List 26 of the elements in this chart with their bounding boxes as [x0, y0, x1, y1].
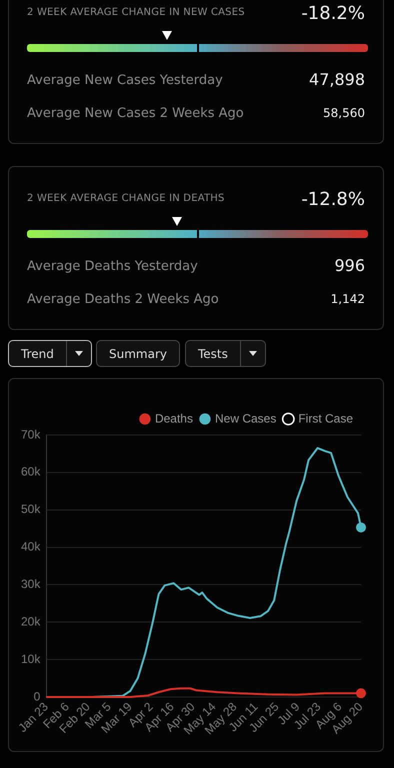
- text: 996: [334, 256, 365, 275]
- y-tick-label: 50k: [20, 502, 42, 516]
- legend-label: Deaths: [154, 411, 193, 426]
- y-tick-label: 70k: [20, 427, 42, 442]
- text: Average New Cases Yesterday: [27, 73, 223, 88]
- text: 1,142: [330, 292, 365, 306]
- y-tick-label: 30k: [20, 577, 42, 592]
- y-tick-label: 10k: [20, 652, 42, 666]
- text: Summary: [108, 346, 168, 360]
- y-tick-label: 40k: [20, 540, 42, 554]
- legend-label: First Case: [298, 411, 354, 426]
- text: Average Deaths Yesterday: [27, 259, 198, 274]
- text: Average Deaths 2 Weeks Ago: [27, 292, 219, 307]
- text: -18.2%: [301, 3, 365, 24]
- y-tick-label: 0: [34, 689, 41, 704]
- text: 2 WEEK AVERAGE CHANGE IN DEATHS: [27, 193, 225, 204]
- text: Tests: [197, 346, 229, 360]
- y-tick-label: 20k: [20, 614, 42, 628]
- text: -12.8%: [301, 189, 365, 210]
- y-tick-label: 60k: [20, 464, 42, 479]
- text: Trend: [20, 346, 55, 360]
- text: Average New Cases 2 Weeks Ago: [27, 106, 244, 121]
- text: 2 WEEK AVERAGE CHANGE IN NEW CASES: [27, 7, 245, 18]
- text: 47,898: [309, 70, 365, 89]
- legend-label: New Cases: [214, 411, 276, 426]
- text: 58,560: [323, 106, 365, 120]
